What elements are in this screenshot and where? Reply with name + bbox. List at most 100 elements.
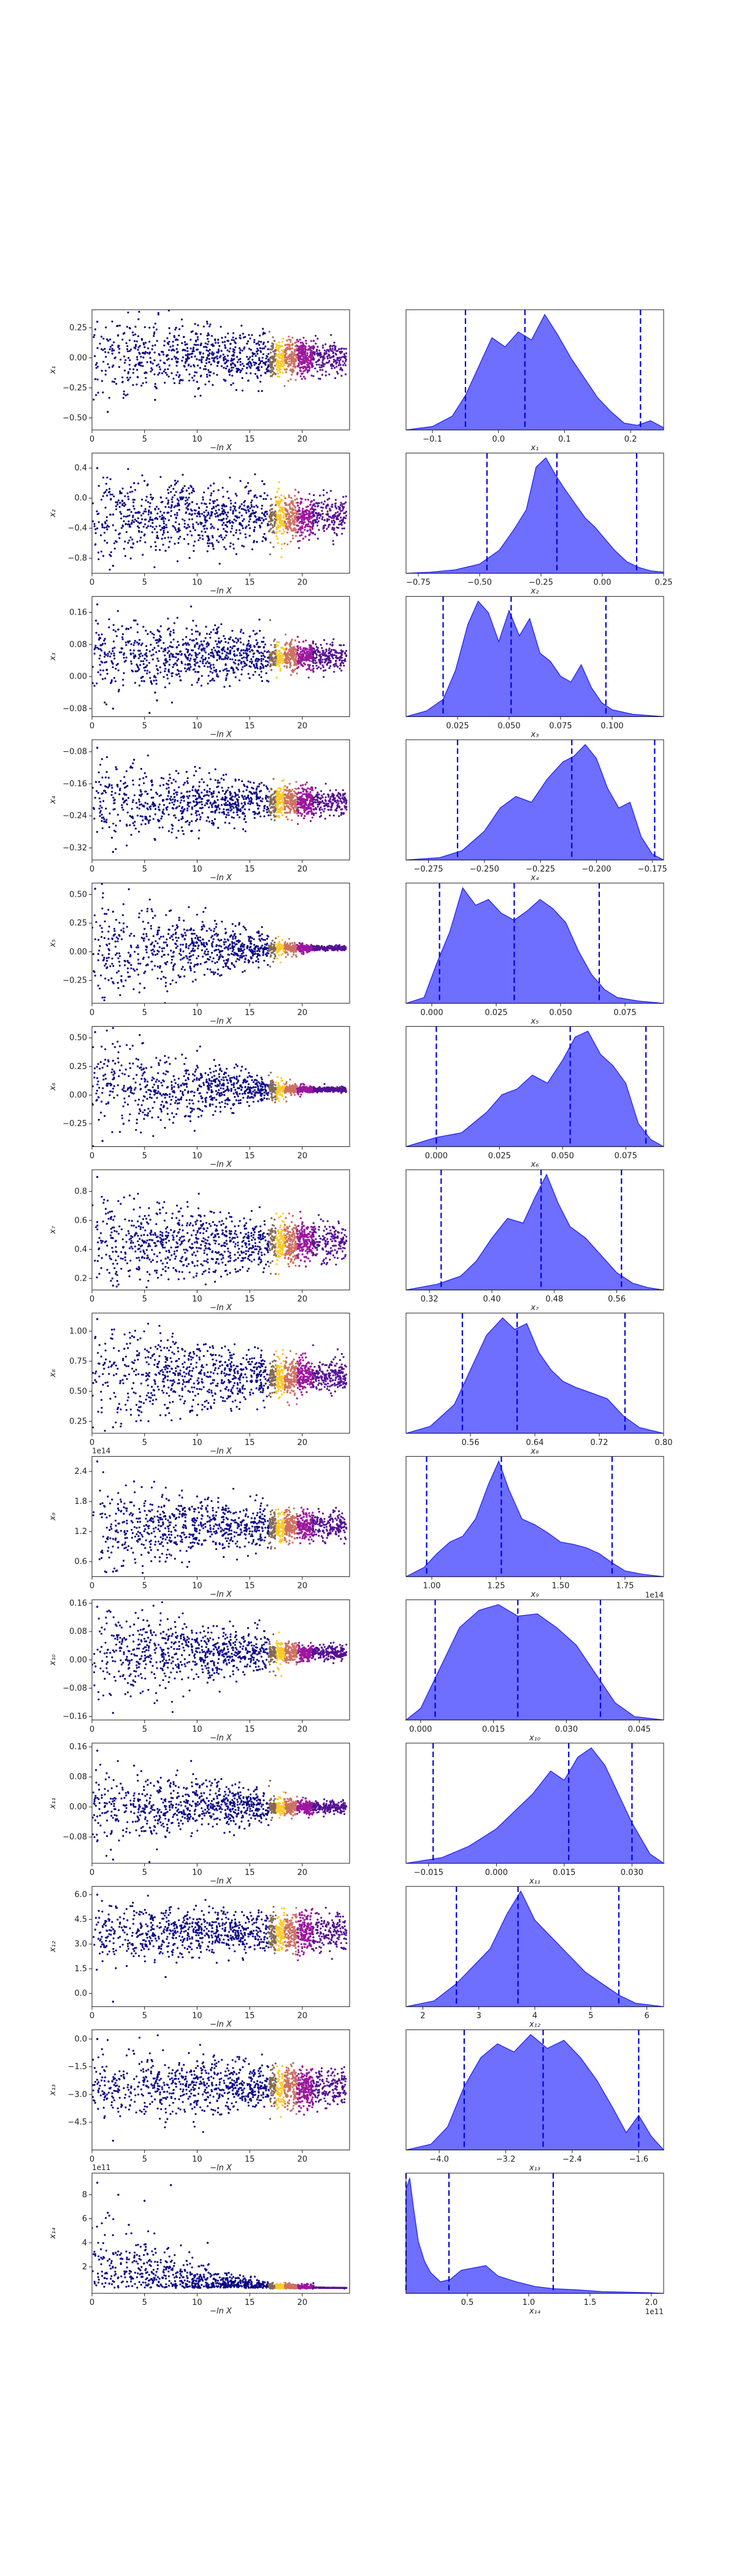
- sample-point: [213, 482, 215, 485]
- sample-point: [123, 361, 126, 364]
- sample-point: [221, 786, 223, 789]
- sample-point: [198, 359, 201, 361]
- sample-point: [331, 505, 334, 508]
- sample-point: [290, 502, 293, 504]
- sample-point: [140, 680, 143, 682]
- sample-point: [211, 542, 213, 545]
- sample-point: [152, 653, 155, 656]
- sample-point: [243, 518, 245, 521]
- sample-point: [237, 648, 240, 650]
- sample-point: [119, 502, 121, 504]
- sample-point: [269, 553, 272, 556]
- sample-point: [252, 673, 255, 676]
- sample-point: [308, 534, 310, 537]
- sample-point: [194, 395, 196, 398]
- sample-point: [128, 523, 131, 526]
- sample-point: [195, 662, 197, 664]
- sample-point: [294, 659, 297, 661]
- sample-point: [209, 374, 211, 377]
- sample-point: [323, 349, 326, 351]
- sample-point: [136, 369, 139, 371]
- sample-point: [102, 554, 105, 558]
- sample-point: [288, 354, 291, 356]
- sample-point: [319, 660, 321, 662]
- sample-point: [304, 535, 307, 538]
- sample-point: [105, 771, 108, 773]
- sample-point: [149, 677, 151, 679]
- sample-point: [136, 540, 139, 543]
- sample-point: [236, 667, 238, 669]
- sample-point: [316, 502, 318, 505]
- sample-point: [171, 654, 174, 656]
- sample-point: [282, 528, 285, 531]
- sample-point: [174, 358, 177, 360]
- sample-point: [192, 800, 195, 802]
- sample-point: [188, 512, 191, 515]
- sample-point: [228, 520, 231, 523]
- sample-point: [167, 358, 170, 360]
- sample-point: [108, 488, 111, 490]
- sample-point: [217, 541, 220, 543]
- sample-point: [279, 371, 282, 374]
- sample-point: [175, 326, 177, 329]
- sample-point: [114, 356, 117, 359]
- sample-point: [173, 622, 175, 624]
- sample-point: [229, 646, 232, 648]
- sample-point: [296, 353, 299, 356]
- sample-point: [186, 508, 189, 511]
- sample-point: [301, 512, 304, 515]
- sample-point: [184, 654, 186, 657]
- sample-point: [332, 361, 335, 363]
- sample-point: [204, 531, 207, 534]
- sample-point: [206, 334, 209, 337]
- sample-point: [248, 520, 250, 523]
- sample-point: [163, 370, 165, 373]
- sample-point: [188, 379, 191, 382]
- sample-point: [204, 519, 206, 521]
- sample-point: [186, 782, 189, 784]
- sample-point: [297, 649, 299, 652]
- sample-point: [209, 662, 211, 664]
- sample-point: [107, 526, 110, 528]
- sample-point: [288, 347, 290, 350]
- sample-point: [245, 821, 247, 823]
- sample-point: [312, 640, 315, 643]
- sample-point: [308, 366, 310, 368]
- sample-point: [232, 543, 234, 546]
- sample-point: [278, 341, 280, 343]
- sample-point: [308, 369, 311, 372]
- sample-point: [318, 502, 320, 505]
- sample-point: [328, 350, 330, 353]
- sample-point: [102, 337, 105, 340]
- sample-point: [159, 529, 162, 531]
- sample-point: [275, 532, 277, 534]
- sample-point: [325, 650, 328, 653]
- sample-point: [223, 340, 226, 343]
- sample-point: [308, 665, 310, 669]
- sample-point: [212, 384, 214, 386]
- sample-point: [185, 648, 188, 650]
- sample-point: [177, 502, 180, 504]
- sample-point: [199, 394, 202, 397]
- sample-point: [257, 650, 259, 653]
- sample-point: [258, 805, 261, 807]
- sample-point: [275, 502, 278, 504]
- sample-point: [216, 499, 218, 501]
- sample-point: [192, 785, 194, 788]
- sample-point: [191, 518, 193, 521]
- sample-point: [132, 619, 136, 622]
- sample-point: [188, 353, 191, 356]
- sample-point: [302, 514, 305, 516]
- sample-point: [235, 553, 237, 556]
- sample-point: [117, 813, 119, 816]
- sample-point: [163, 512, 165, 514]
- sample-point: [307, 656, 310, 659]
- sample-point: [187, 797, 190, 799]
- sample-point: [304, 521, 306, 523]
- sample-point: [297, 362, 300, 365]
- sample-point: [289, 666, 291, 669]
- sample-point: [236, 808, 239, 811]
- sample-point: [178, 523, 180, 526]
- sample-point: [211, 507, 213, 510]
- sample-point: [310, 654, 312, 657]
